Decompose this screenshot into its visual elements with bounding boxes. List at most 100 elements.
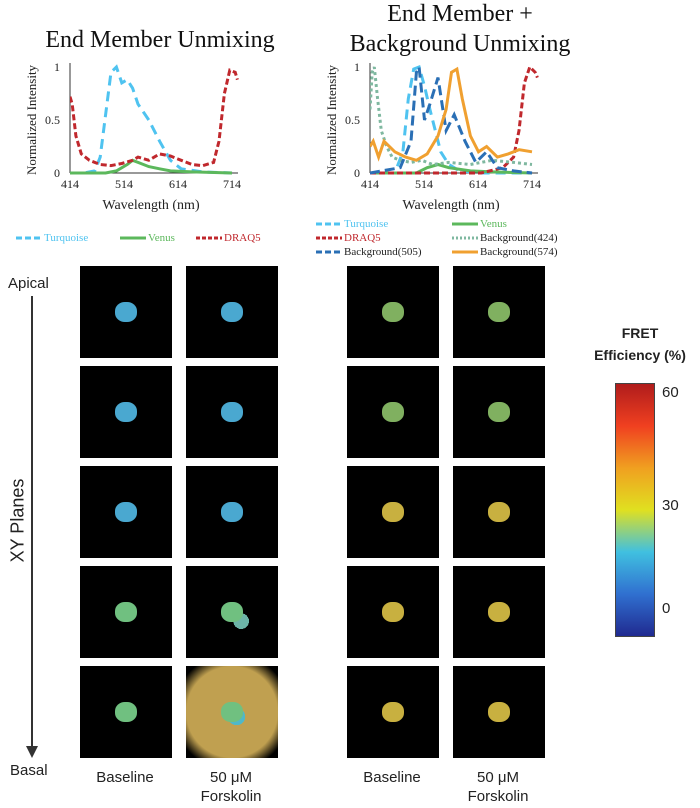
- cell-signal: [221, 302, 243, 322]
- left-spectra-chart: 0 0.5 1 414 514 614 714 Wavelength (nm) Normaliz…: [24, 60, 241, 213]
- cell-signal: [488, 602, 510, 622]
- legend-swatch: [316, 236, 342, 240]
- column-label: Baseline: [75, 768, 175, 787]
- microscopy-tile: [347, 666, 439, 758]
- series-line: [70, 68, 239, 168]
- legend-label: Turquoise: [344, 218, 389, 230]
- y-axis-label: Normalized Intensity: [24, 64, 39, 175]
- cell-signal: [115, 702, 137, 722]
- microscopy-tile: [347, 366, 439, 458]
- column-label-line1: 50 μM: [477, 769, 519, 786]
- y-tick-label: 0: [54, 166, 60, 180]
- right-panel-title-line2: Background Unmixing: [349, 31, 571, 57]
- microscopy-tile: [80, 566, 172, 658]
- colorbar-tick-label: 30: [662, 497, 679, 514]
- cell-signal: [382, 602, 404, 622]
- cell-signal: [488, 702, 510, 722]
- x-axis-label: Wavelength (nm): [102, 198, 200, 213]
- series-line: [370, 64, 539, 175]
- column-label: 50 μM Forskolin: [181, 768, 281, 806]
- column-label-line2: Forskolin: [467, 788, 529, 805]
- cell-signal: [221, 602, 243, 622]
- right-spectra-chart: 0 0.5 1 414 514 614 714 Wavelength (nm) Normaliz…: [324, 60, 541, 213]
- colorbar-title-line1: FRET: [621, 325, 659, 341]
- microscopy-tile: [186, 666, 278, 758]
- microscopy-tile: [347, 466, 439, 558]
- depth-arrow: [26, 296, 38, 758]
- cell-signal: [488, 502, 510, 522]
- colorbar: [615, 383, 655, 637]
- legend-label: Background(424): [480, 232, 558, 244]
- legend-label: DRAQ5: [224, 232, 261, 244]
- cell-signal: [221, 702, 243, 722]
- microscopy-tile: [80, 266, 172, 358]
- cell-signal: [382, 302, 404, 322]
- xy-planes-label: XY Planes: [7, 478, 28, 563]
- microscopy-tile: [347, 566, 439, 658]
- cell-signal: [115, 302, 137, 322]
- microscopy-tile: [80, 366, 172, 458]
- microscopy-tile: [453, 266, 545, 358]
- right-panel-title-line1: End Member +: [387, 1, 533, 27]
- microscopy-tile: [453, 466, 545, 558]
- microscopy-tile: [80, 466, 172, 558]
- column-label-line1: 50 μM: [210, 769, 252, 786]
- legend-label: Background(574): [480, 246, 558, 258]
- y-tick-label: 0: [354, 166, 360, 180]
- column-label-line1: Baseline: [363, 769, 421, 786]
- series-line: [70, 158, 233, 175]
- legend-item: DRAQ5: [316, 232, 381, 244]
- y-tick-label: 1: [54, 60, 60, 74]
- legend-swatch: [452, 236, 478, 240]
- legend-item: Venus: [452, 218, 507, 230]
- x-axis-label: Wavelength (nm): [402, 198, 500, 213]
- legend-swatch: [452, 222, 478, 226]
- x-tick-label: 714: [523, 177, 541, 191]
- legend-label: Background(505): [344, 246, 422, 258]
- column-label-line1: Baseline: [96, 769, 154, 786]
- microscopy-tile: [186, 466, 278, 558]
- x-tick-label: 514: [115, 177, 133, 191]
- cell-signal: [115, 602, 137, 622]
- colorbar-tick-label: 0: [662, 600, 671, 617]
- x-tick-label: 514: [415, 177, 433, 191]
- colorbar-tick-label: 60: [662, 384, 679, 401]
- y-tick-label: 1: [354, 60, 360, 74]
- legend-swatch: [316, 250, 342, 254]
- left-panel-title: End Member Unmixing: [45, 27, 275, 53]
- y-tick-label: 0.5: [345, 113, 360, 127]
- legend-item: Background(424): [452, 232, 558, 244]
- microscopy-tile: [453, 566, 545, 658]
- cell-signal: [488, 402, 510, 422]
- column-label: Baseline: [342, 768, 442, 787]
- colorbar-title: FRET Efficiency (%): [585, 322, 695, 366]
- x-tick-label: 414: [361, 177, 379, 191]
- legend-item: Turquoise: [16, 232, 88, 244]
- legend-label: Venus: [480, 218, 507, 230]
- legend-item: DRAQ5: [196, 232, 261, 244]
- microscopy-tile: [453, 666, 545, 758]
- legend-item: Turquoise: [316, 218, 388, 230]
- legend-item: Background(574): [452, 246, 558, 258]
- legend-swatch: [120, 236, 146, 240]
- cell-signal: [115, 502, 137, 522]
- series-line: [370, 61, 533, 175]
- x-tick-label: 714: [223, 177, 241, 191]
- legend-swatch: [452, 250, 478, 254]
- colorbar-title-line2: Efficiency (%): [594, 347, 686, 363]
- microscopy-tile: [80, 666, 172, 758]
- y-axis-label: Normalized Intensity: [324, 64, 339, 175]
- column-label-line2: Forskolin: [200, 788, 262, 805]
- series-line: [370, 66, 533, 162]
- microscopy-tile: [347, 266, 439, 358]
- legend-item: Background(505): [316, 246, 422, 258]
- series-line: [70, 64, 233, 175]
- legend-label: Turquoise: [44, 232, 89, 244]
- legend-item: Venus: [120, 232, 175, 244]
- microscopy-tile: [453, 366, 545, 458]
- cell-signal: [382, 402, 404, 422]
- legend-swatch: [316, 222, 342, 226]
- cell-signal: [382, 502, 404, 522]
- cell-signal: [382, 702, 404, 722]
- x-tick-label: 614: [469, 177, 487, 191]
